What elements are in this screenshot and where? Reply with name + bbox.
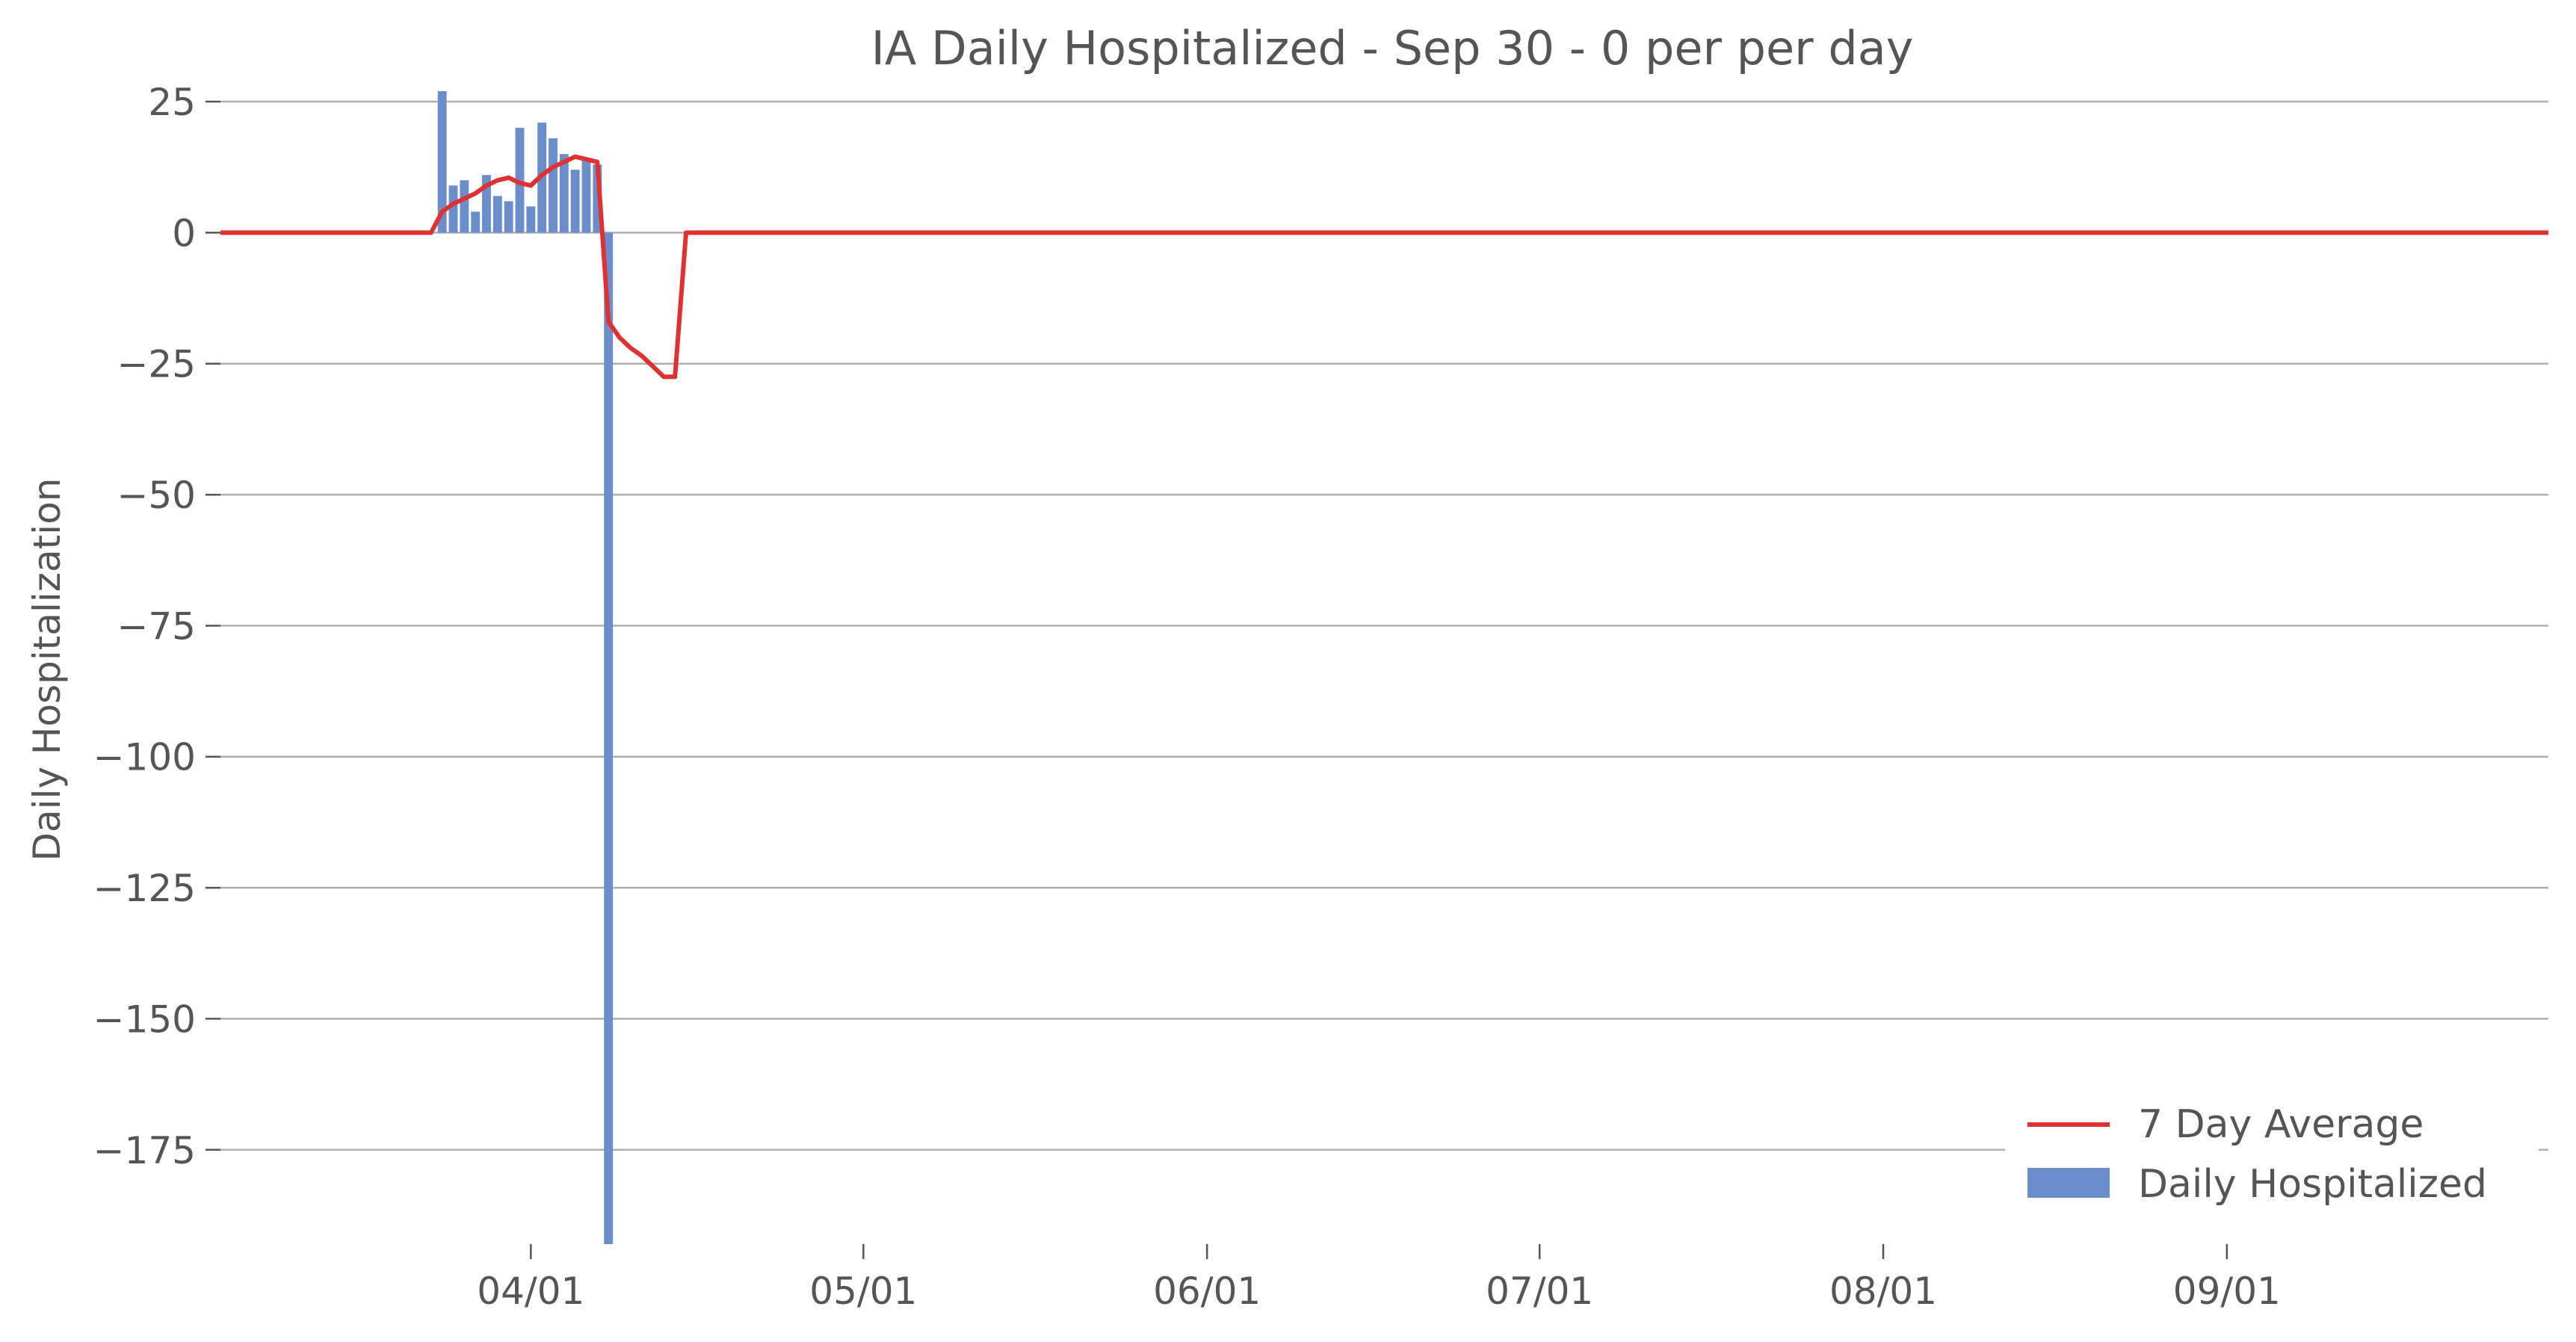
x-tick-label: 09/01 xyxy=(2173,1270,2281,1313)
y-tick-label: −75 xyxy=(117,604,196,648)
legend: 7 Day Average Daily Hospitalized xyxy=(2005,1085,2539,1228)
y-axis: 25 0 −25 −50 −75 −100 −125 −150 −175 xyxy=(93,81,220,1172)
bar xyxy=(460,180,469,233)
y-axis-label: Daily Hospitalization xyxy=(25,478,69,862)
bar xyxy=(515,128,525,233)
y-tick-label: −150 xyxy=(93,998,196,1041)
bar xyxy=(504,201,513,233)
bar xyxy=(471,211,481,233)
bar xyxy=(559,154,569,233)
bar xyxy=(570,170,580,233)
bar xyxy=(581,159,591,233)
y-tick-label: −175 xyxy=(93,1129,196,1172)
y-tick-label: −25 xyxy=(117,343,196,386)
legend-background xyxy=(2005,1085,2539,1228)
x-tick-label: 04/01 xyxy=(477,1270,584,1313)
bar xyxy=(604,232,614,1245)
bar xyxy=(593,164,602,233)
bar xyxy=(492,196,502,233)
bar xyxy=(482,175,491,233)
legend-label-bars: Daily Hospitalized xyxy=(2138,1162,2487,1207)
bar xyxy=(437,91,447,233)
x-axis: 04/01 05/01 06/01 07/01 08/01 09/01 xyxy=(477,1244,2281,1313)
bar xyxy=(526,206,536,233)
legend-swatch-bars xyxy=(2027,1168,2110,1198)
average-line-layer xyxy=(220,154,2548,380)
y-tick-label: −50 xyxy=(117,474,196,517)
x-tick-label: 06/01 xyxy=(1153,1270,1261,1313)
average-line xyxy=(220,154,2548,380)
bar xyxy=(549,138,557,233)
chart-title: IA Daily Hospitalized - Sep 30 - 0 per p… xyxy=(871,21,1914,75)
y-tick-label: −125 xyxy=(93,867,196,910)
y-tick-label: −100 xyxy=(93,736,196,779)
legend-label-average: 7 Day Average xyxy=(2138,1102,2424,1147)
x-tick-label: 08/01 xyxy=(1829,1270,1937,1313)
y-tick-label: 0 xyxy=(172,211,196,255)
bar xyxy=(448,185,458,233)
x-tick-label: 05/01 xyxy=(809,1270,917,1313)
y-tick-label: 25 xyxy=(148,81,196,124)
x-tick-label: 07/01 xyxy=(1486,1270,1593,1313)
grid-lines xyxy=(220,100,2548,1151)
bars-layer xyxy=(437,91,614,1245)
